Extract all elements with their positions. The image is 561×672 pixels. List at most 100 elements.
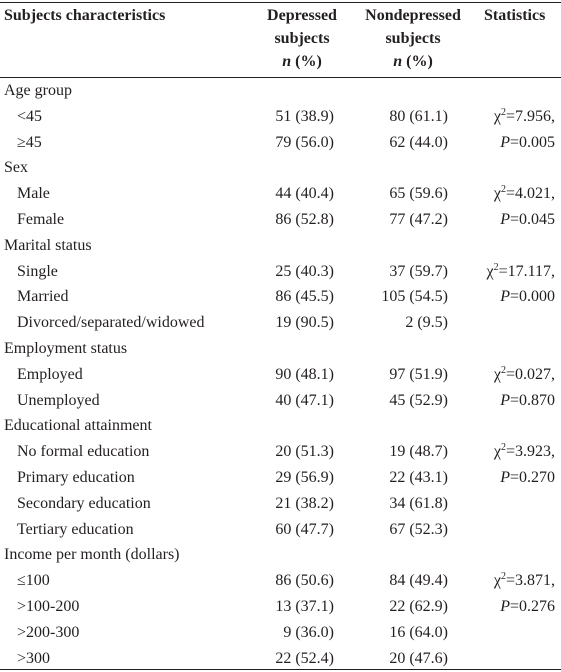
row-label: Male bbox=[17, 185, 50, 203]
chi-value: =3.923, bbox=[505, 443, 555, 461]
chi-square-stat: χ2=3.871, bbox=[460, 572, 555, 590]
header-nondepressed-line2: subjects bbox=[385, 30, 441, 47]
nondepressed-value: 45 (52.9) bbox=[389, 391, 448, 409]
depressed-value: 86 (52.8) bbox=[275, 211, 334, 228]
header-pct-symbol: (%) bbox=[291, 53, 322, 70]
chi-value: =17.117, bbox=[498, 262, 555, 280]
row-label: ≥45 bbox=[17, 133, 42, 151]
row-label: ≤100 bbox=[17, 572, 50, 590]
header-statistics: Statistics bbox=[484, 7, 546, 24]
depressed-value: 20 (51.3) bbox=[275, 443, 334, 461]
p-value-stat: P=0.000 bbox=[460, 288, 555, 306]
group-label: Income per month (dollars) bbox=[4, 546, 180, 564]
header-subjects-characteristics: Subjects characteristics bbox=[4, 7, 166, 24]
group-label: Marital status bbox=[4, 236, 92, 254]
depressed-value: 21 (38.2) bbox=[275, 494, 334, 512]
p-symbol: P bbox=[500, 288, 510, 306]
nondepressed-value: 84 (49.4) bbox=[389, 572, 448, 590]
header-depressed-line2: subjects bbox=[274, 30, 330, 47]
depressed-value: 22 (52.4) bbox=[275, 649, 334, 667]
chi-superscript: 2 bbox=[500, 364, 506, 376]
nondepressed-value: 22 (62.9) bbox=[389, 598, 448, 615]
group-label: Employment status bbox=[4, 340, 128, 357]
row-label: Married bbox=[17, 288, 69, 306]
p-value-stat: P=0.870 bbox=[460, 392, 555, 410]
header-depressed-line1: Depressed bbox=[267, 7, 337, 24]
nondepressed-value: 20 (47.6) bbox=[389, 649, 448, 667]
header-nondepressed-line1: Nondepressed bbox=[365, 7, 461, 24]
p-value: =0.000 bbox=[509, 288, 555, 306]
depressed-value: 19 (90.5) bbox=[275, 314, 334, 332]
chi-value: =4.021, bbox=[505, 185, 555, 203]
nondepressed-value: 22 (43.1) bbox=[389, 469, 448, 486]
chi-symbol: χ bbox=[486, 262, 494, 280]
depressed-value: 86 (50.6) bbox=[275, 572, 334, 590]
chi-superscript: 2 bbox=[500, 106, 506, 118]
header-n-symbol: n bbox=[393, 53, 403, 70]
p-value-stat: P=0.270 bbox=[460, 469, 555, 487]
nondepressed-value: 16 (64.0) bbox=[389, 623, 448, 641]
chi-value: =3.871, bbox=[505, 572, 555, 590]
row-label: Divorced/separated/widowed bbox=[17, 314, 205, 332]
chi-value: =0.027, bbox=[505, 365, 555, 383]
row-label: Secondary education bbox=[17, 494, 151, 512]
p-symbol: P bbox=[500, 469, 510, 486]
chi-superscript: 2 bbox=[493, 261, 499, 273]
p-symbol: P bbox=[500, 211, 510, 228]
chi-square-stat: χ2=7.956, bbox=[460, 106, 555, 126]
depressed-value: 25 (40.3) bbox=[275, 262, 334, 280]
p-symbol: P bbox=[500, 391, 510, 409]
nondepressed-value: 80 (61.1) bbox=[389, 107, 448, 125]
header-pct-symbol: (%) bbox=[402, 53, 433, 70]
nondepressed-value: 62 (44.0) bbox=[389, 133, 448, 151]
depressed-value: 51 (38.9) bbox=[275, 107, 334, 125]
table-bottom-rule bbox=[0, 669, 561, 670]
depressed-value: 9 (36.0) bbox=[283, 623, 334, 641]
table-top-rule bbox=[0, 2, 561, 3]
chi-value: =7.956, bbox=[505, 107, 555, 125]
row-label: >200-300 bbox=[17, 623, 80, 641]
p-value-stat: P=0.005 bbox=[460, 134, 555, 152]
nondepressed-value: 65 (59.6) bbox=[389, 185, 448, 203]
chi-square-stat: χ2=4.021, bbox=[460, 185, 555, 203]
row-label: Primary education bbox=[17, 469, 135, 486]
row-label: No formal education bbox=[17, 443, 150, 461]
row-label: Female bbox=[17, 211, 65, 228]
row-label: <45 bbox=[17, 107, 43, 125]
depressed-value: 79 (56.0) bbox=[275, 133, 334, 151]
p-value: =0.045 bbox=[509, 211, 555, 228]
p-symbol: P bbox=[500, 133, 510, 151]
chi-superscript: 2 bbox=[500, 442, 506, 454]
p-value: =0.870 bbox=[509, 391, 555, 409]
chi-square-stat: χ2=3.923, bbox=[460, 443, 555, 461]
chi-square-stat: χ2=0.027, bbox=[460, 364, 555, 384]
header-bottom-rule bbox=[0, 77, 561, 78]
nondepressed-value: 2 (9.5) bbox=[405, 314, 448, 332]
chi-superscript: 2 bbox=[500, 184, 506, 196]
group-label: Educational attainment bbox=[4, 417, 152, 435]
p-value: =0.005 bbox=[509, 133, 555, 151]
nondepressed-value: 34 (61.8) bbox=[389, 494, 448, 512]
chi-superscript: 2 bbox=[500, 571, 506, 583]
row-label: Tertiary education bbox=[17, 520, 134, 538]
chi-symbol: χ bbox=[493, 572, 501, 590]
header-depressed-n-pct: n (%) bbox=[246, 53, 358, 71]
group-label: Age group bbox=[4, 82, 72, 99]
nondepressed-value: 37 (59.7) bbox=[389, 262, 448, 280]
chi-symbol: χ bbox=[493, 185, 501, 203]
depressed-value: 90 (48.1) bbox=[275, 365, 334, 383]
p-value: =0.276 bbox=[509, 598, 555, 615]
nondepressed-value: 19 (48.7) bbox=[389, 443, 448, 461]
header-nondepressed-n-pct: n (%) bbox=[354, 53, 472, 71]
p-value: =0.270 bbox=[509, 469, 555, 486]
depressed-value: 40 (47.1) bbox=[275, 391, 334, 409]
nondepressed-value: 77 (47.2) bbox=[389, 211, 448, 228]
row-label: Single bbox=[17, 262, 58, 280]
row-label: >100-200 bbox=[17, 598, 80, 615]
p-symbol: P bbox=[500, 598, 510, 615]
depressed-value: 44 (40.4) bbox=[275, 185, 334, 203]
chi-symbol: χ bbox=[493, 443, 501, 461]
depressed-value: 86 (45.5) bbox=[275, 288, 334, 306]
nondepressed-value: 67 (52.3) bbox=[389, 520, 448, 538]
p-value-stat: P=0.045 bbox=[460, 211, 555, 229]
